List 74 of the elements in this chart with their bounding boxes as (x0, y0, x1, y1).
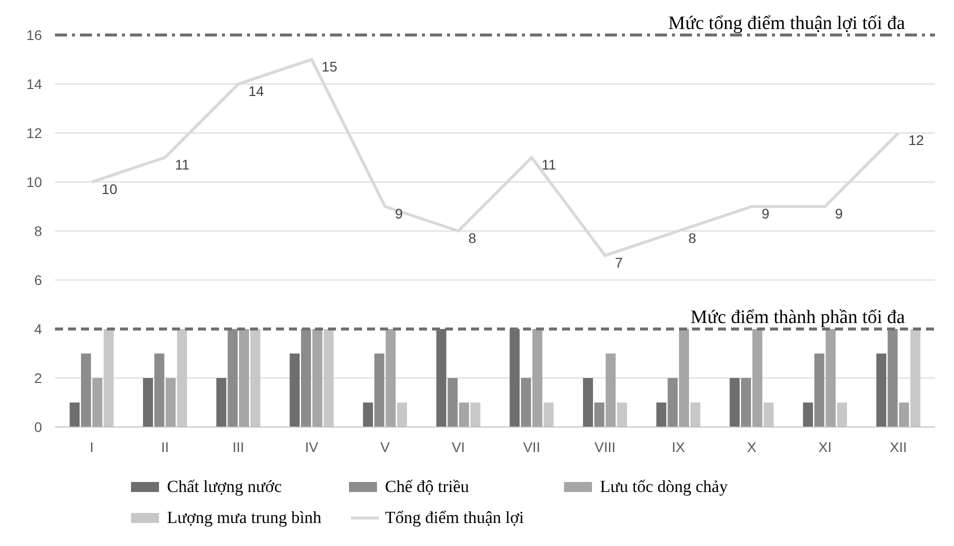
bar (532, 329, 542, 427)
bar (81, 354, 91, 427)
data-label: 12 (908, 132, 924, 148)
x-tick-label: XI (818, 439, 832, 455)
x-tick-label: II (161, 439, 169, 455)
legend-label: Chế độ triều (385, 477, 470, 496)
data-label: 7 (615, 254, 623, 270)
data-label: 8 (688, 230, 696, 246)
y-tick-label: 8 (34, 222, 42, 239)
bar (216, 378, 226, 427)
legend-label: Tổng điểm thuận lợi (385, 508, 524, 527)
y-tick-label: 12 (26, 124, 42, 141)
bar (876, 354, 886, 427)
x-tick-label: I (90, 439, 94, 455)
bar (521, 378, 531, 427)
bar (459, 402, 469, 427)
bar (374, 354, 384, 427)
x-tick-label: III (232, 439, 244, 455)
bar (803, 402, 813, 427)
bar (656, 402, 666, 427)
legend-label: Lượng mưa trung bình (167, 508, 322, 527)
bar (143, 378, 153, 427)
bar (386, 329, 396, 427)
y-tick-label: 6 (34, 272, 42, 288)
bar (679, 329, 689, 427)
x-tick-label: VI (452, 439, 465, 455)
data-label: 9 (395, 206, 403, 222)
bar (606, 354, 616, 427)
x-tick-label: IV (305, 439, 319, 455)
x-tick-label: VII (523, 439, 540, 455)
bar (92, 378, 102, 427)
bar (752, 329, 762, 427)
bar (312, 329, 322, 427)
x-tick-label: V (380, 439, 390, 455)
y-tick-label: 14 (26, 76, 42, 92)
bar (448, 378, 458, 427)
ref-line-label: Mức tổng điểm thuận lợi tối đa (668, 13, 906, 34)
data-label: 10 (102, 181, 118, 197)
bar (668, 378, 678, 427)
bar (826, 329, 836, 427)
data-label: 14 (248, 83, 264, 99)
bar (290, 354, 300, 427)
y-tick-label: 10 (26, 174, 42, 190)
x-tick-label: XII (890, 439, 907, 455)
bar (899, 402, 909, 427)
x-tick-label: X (746, 439, 757, 455)
y-tick-label: 4 (34, 320, 42, 337)
ref-line-label: Mức điểm thành phần tối đa (690, 307, 906, 328)
bar (166, 378, 176, 427)
bar (594, 402, 604, 427)
data-label: 9 (835, 206, 843, 222)
bar (239, 329, 249, 427)
data-label: 15 (322, 58, 338, 74)
bar (814, 354, 824, 427)
bar (741, 378, 751, 427)
y-tick-label: 0 (34, 418, 42, 435)
bar (363, 402, 373, 427)
bar (301, 329, 311, 427)
bar (70, 402, 80, 427)
bar (228, 329, 238, 427)
y-tick-label: 16 (26, 26, 42, 43)
data-label: 11 (175, 156, 190, 172)
legend-label: Lưu tốc dòng chảy (600, 477, 728, 496)
x-tick-label: VIII (594, 439, 616, 455)
x-tick-label: IX (672, 439, 686, 455)
legend-label: Chất lượng nước (167, 477, 282, 496)
data-label: 8 (468, 230, 476, 246)
bar (583, 378, 593, 427)
bar (730, 378, 740, 427)
y-tick-label: 2 (34, 370, 42, 386)
bar (888, 329, 898, 427)
data-label: 9 (762, 206, 770, 222)
bar (154, 354, 164, 427)
data-label: 11 (542, 156, 556, 172)
